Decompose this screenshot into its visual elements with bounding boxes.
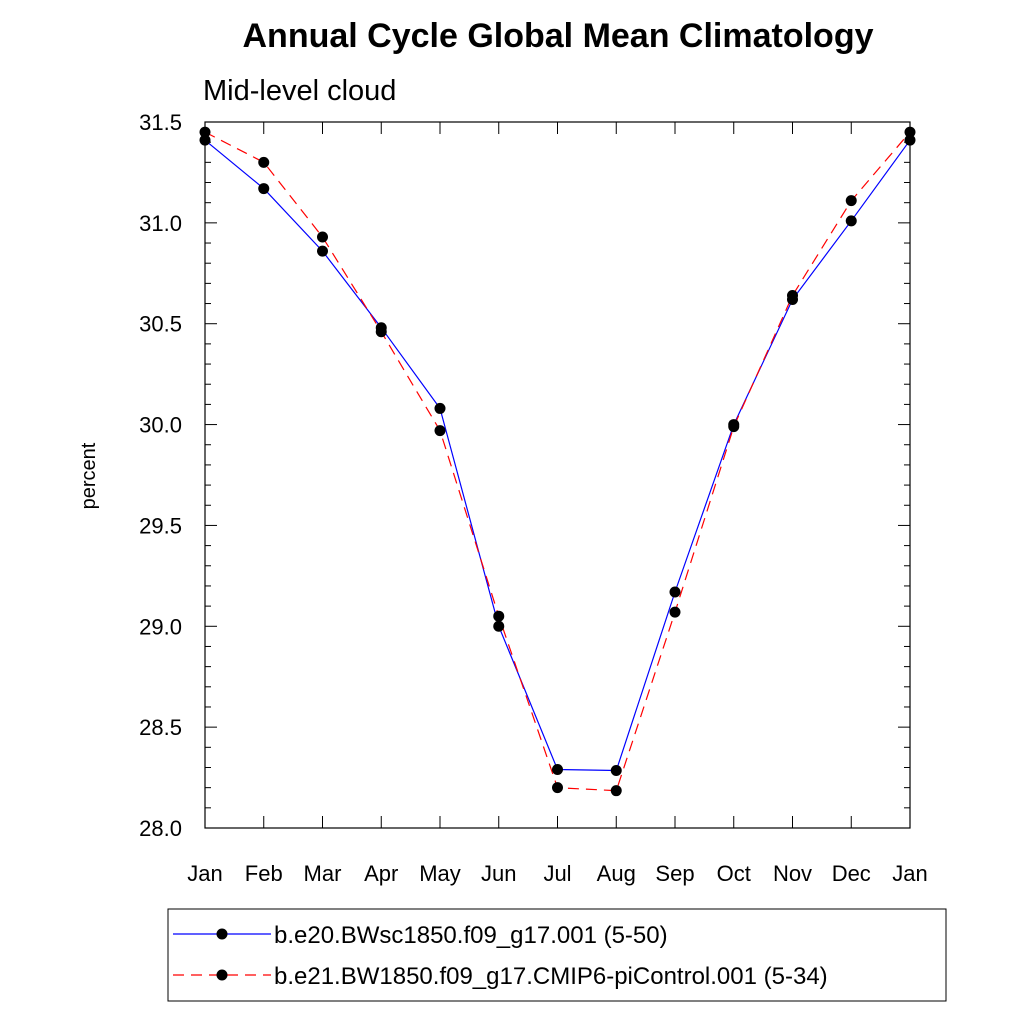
legend: b.e20.BWsc1850.f09_g17.001 (5-50) b.e21.B… [173, 922, 828, 990]
y-tick-label: 29.0 [139, 614, 182, 639]
y-tick-label: 28.5 [139, 715, 182, 740]
series-2-point [375, 326, 387, 338]
x-tick-label: Mar [304, 861, 342, 886]
y-tick-label: 28.0 [139, 816, 182, 841]
series-2-point [317, 231, 328, 243]
legend-label: b.e21.BW1850.f09_g17.CMIP6-piControl.001… [274, 963, 828, 990]
series-1-point [669, 586, 681, 598]
y-tick-label: 29.5 [139, 513, 182, 538]
x-tick-label: Aug [597, 861, 636, 886]
series-2-point [845, 195, 857, 207]
series-1-point [845, 215, 857, 227]
y-tick-label: 31.0 [139, 211, 182, 236]
x-tick-label: Jul [543, 861, 571, 886]
legend-swatch-marker [216, 928, 228, 940]
series-2-point [552, 782, 563, 794]
series-1-point [904, 134, 916, 146]
x-tick-label: Nov [773, 861, 812, 886]
y-tick-label: 30.5 [139, 312, 182, 337]
x-tick-label: Dec [832, 861, 871, 886]
x-tick-label: Jan [187, 861, 222, 886]
series-1-point [317, 245, 328, 257]
series-2-point [728, 421, 740, 433]
x-tick-label: Apr [364, 861, 398, 886]
series-2-point [904, 126, 916, 138]
series-1-point [434, 402, 446, 414]
plot-frame [204, 121, 911, 829]
series-2-point [610, 785, 622, 797]
y-tick-labels: 28.0 28.5 29.0 29.5 30.0 30.5 31.0 31.5 [139, 110, 182, 841]
series-1-point [199, 134, 211, 146]
series-2-point [199, 126, 211, 138]
legend-label: b.e20.BWsc1850.f09_g17.001 (5-50) [274, 922, 668, 949]
series-2-point [493, 610, 505, 622]
series-1-point [258, 183, 270, 195]
series-2-point [258, 156, 270, 168]
x-tick-label: Jun [481, 861, 516, 886]
series-line-1 [204, 139, 911, 772]
x-tick-label: Feb [245, 861, 283, 886]
series-1-point [552, 764, 563, 776]
chart-title: Annual Cycle Global Mean Climatology [243, 17, 874, 55]
series-1-point [493, 620, 505, 632]
x-tick-labels: Jan Feb Mar Apr May Jun Jul Aug Sep Oct Nov Dec Jan [187, 861, 927, 886]
series-line-2 [204, 131, 911, 792]
y-axis-label: percent [78, 442, 100, 509]
y-tick-label: 30.0 [139, 413, 182, 438]
series-1-point [610, 765, 622, 777]
y-tick-label: 31.5 [139, 110, 182, 135]
x-tick-label: Jan [892, 861, 927, 886]
axis-ticks [204, 121, 911, 829]
x-tick-label: Sep [655, 861, 694, 886]
x-tick-label: Oct [717, 861, 751, 886]
series-2-point [787, 289, 798, 301]
legend-box [167, 908, 947, 1002]
chart-subtitle: Mid-level cloud [203, 75, 396, 107]
x-tick-label: May [419, 861, 461, 886]
series-layer [199, 126, 916, 797]
series-2-point [434, 425, 446, 437]
legend-swatch-marker [216, 969, 228, 981]
series-2-point [669, 606, 681, 618]
